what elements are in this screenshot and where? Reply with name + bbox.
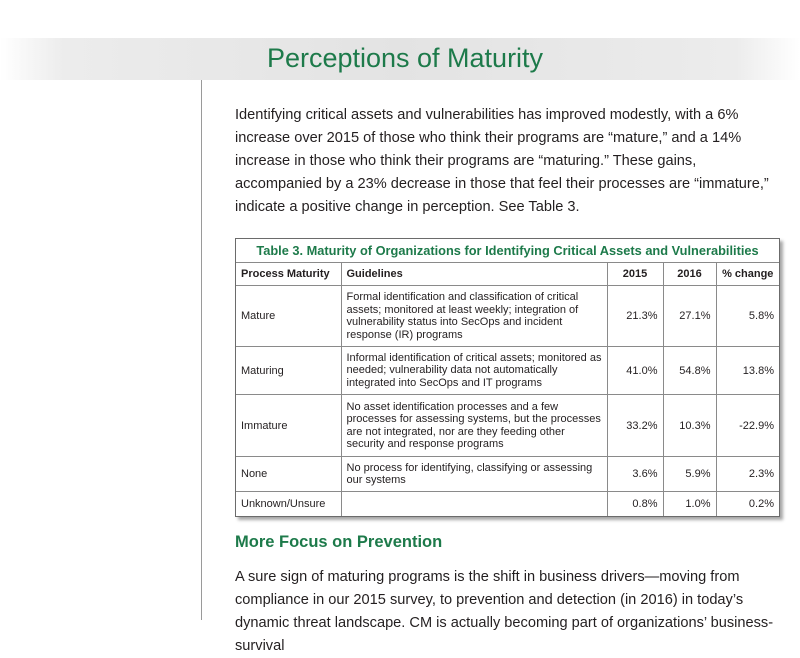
cell-change: 13.8% <box>715 346 779 395</box>
table-row: Mature Formal identification and classif… <box>236 285 779 347</box>
intro-paragraph: Identifying critical assets and vulnerab… <box>235 107 769 215</box>
cell-2015: 3.6% <box>606 456 664 492</box>
cell-2015: 0.8% <box>606 491 664 516</box>
table-row: None No process for identifying, classif… <box>236 456 779 492</box>
cell-guidelines: Formal identification and classification… <box>340 285 608 347</box>
table-row: Maturing Informal identification of crit… <box>236 346 779 395</box>
cell-maturity: Unknown/Unsure <box>236 491 342 516</box>
cell-2016: 1.0% <box>662 491 717 516</box>
maturity-table: Process Maturity Guidelines 2015 2016 % … <box>236 262 779 516</box>
section-heading: More Focus on Prevention <box>235 533 443 551</box>
cell-guidelines <box>340 491 608 516</box>
cell-2016: 5.9% <box>662 456 717 492</box>
left-margin-rule <box>201 80 202 620</box>
cell-change: 5.8% <box>715 285 779 347</box>
header-2015: 2015 <box>606 262 664 286</box>
maturity-table-box: Table 3. Maturity of Organizations for I… <box>235 238 780 517</box>
header-percent-change: % change <box>715 262 779 286</box>
cell-2015: 33.2% <box>606 394 664 457</box>
table-header-row: Process Maturity Guidelines 2015 2016 % … <box>236 262 779 286</box>
cell-maturity: Maturing <box>236 346 342 395</box>
table-row: Immature No asset identification process… <box>236 394 779 457</box>
cell-maturity: None <box>236 456 342 492</box>
cell-guidelines: No process for identifying, classifying … <box>340 456 608 492</box>
cell-guidelines: Informal identification of critical asse… <box>340 346 608 395</box>
page-title: Perceptions of Maturity <box>266 43 544 73</box>
cell-2015: 21.3% <box>606 285 664 347</box>
cell-change: 0.2% <box>715 491 779 516</box>
header-guidelines: Guidelines <box>340 262 608 286</box>
cell-2016: 27.1% <box>662 285 717 347</box>
header-2016: 2016 <box>662 262 717 286</box>
header-process-maturity: Process Maturity <box>236 262 342 286</box>
cell-2016: 54.8% <box>662 346 717 395</box>
cell-2015: 41.0% <box>606 346 664 395</box>
table-caption: Table 3. Maturity of Organizations for I… <box>256 243 759 258</box>
cell-2016: 10.3% <box>662 394 717 457</box>
cell-maturity: Immature <box>236 394 342 457</box>
cell-change: 2.3% <box>715 456 779 492</box>
body-paragraph: A sure sign of maturing programs is the … <box>235 569 774 654</box>
cell-change: -22.9% <box>715 394 779 457</box>
table-row: Unknown/Unsure 0.8% 1.0% 0.2% <box>236 491 779 516</box>
cell-maturity: Mature <box>236 285 342 347</box>
cell-guidelines: No asset identification processes and a … <box>340 394 608 457</box>
title-band <box>0 38 800 80</box>
